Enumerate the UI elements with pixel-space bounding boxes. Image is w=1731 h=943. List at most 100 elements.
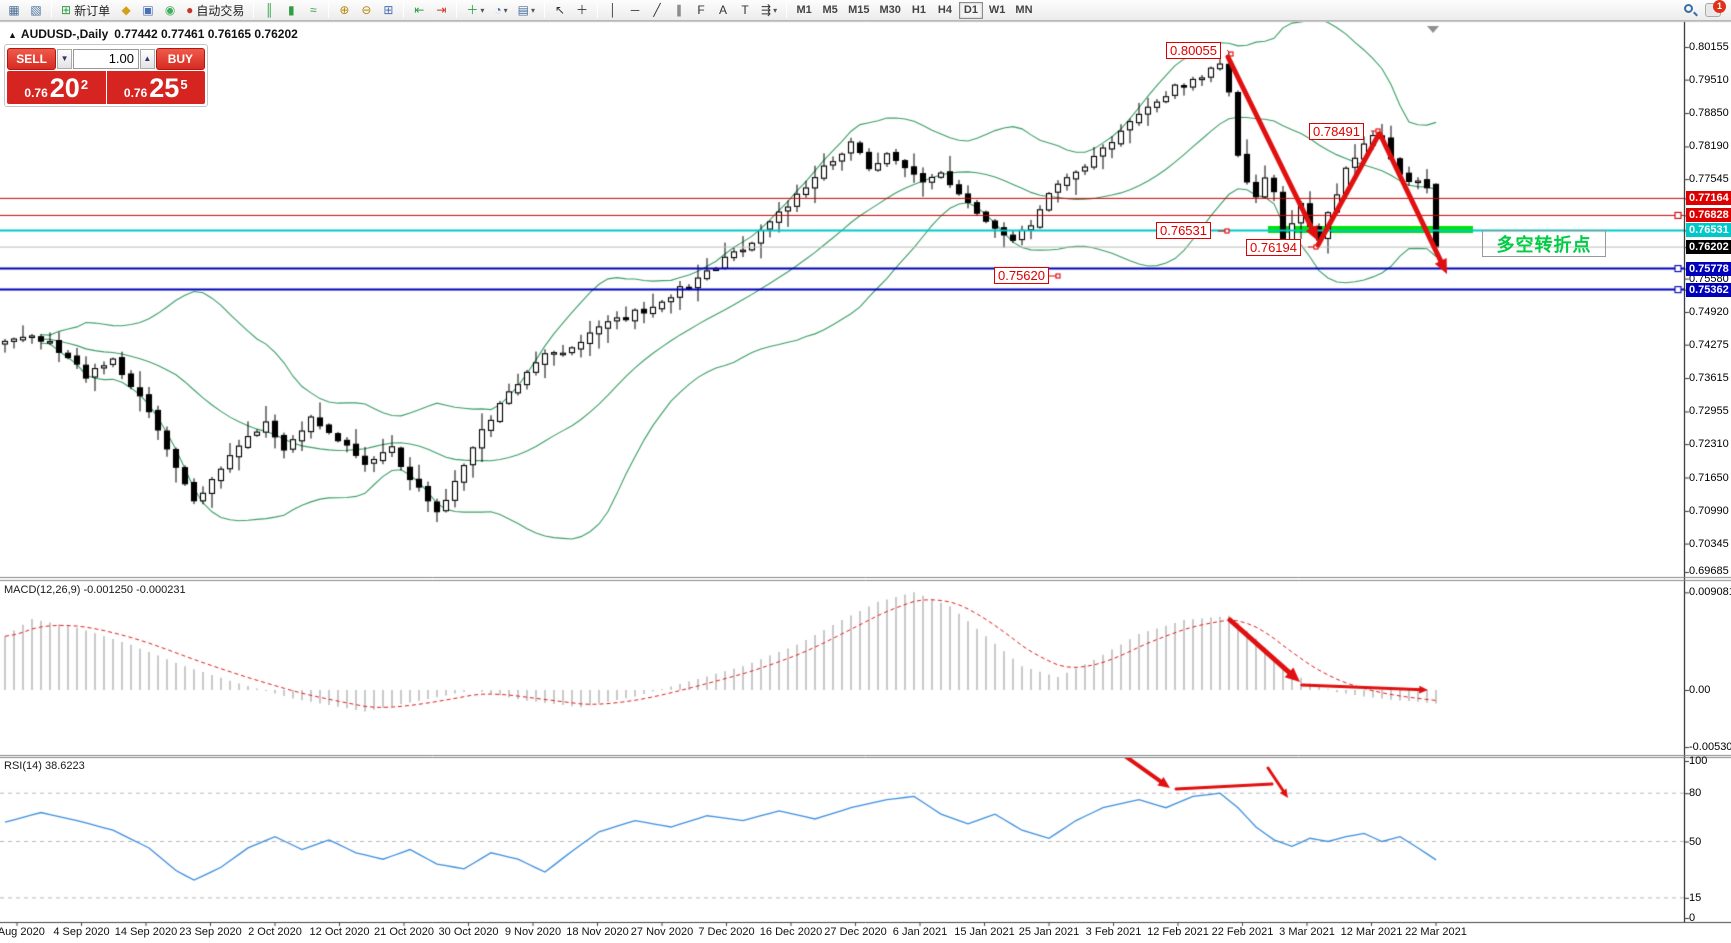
bar-chart-icon[interactable]: ║ <box>259 1 279 19</box>
timeframe-button-h4[interactable]: H4 <box>937 4 952 16</box>
chart-header: ▲ AUDUSD-,Daily 0.77442 0.77461 0.76165 0.… <box>8 27 298 41</box>
profiles-icon[interactable]: ▧ <box>26 1 46 19</box>
timeframe-button-m1[interactable]: M1 <box>796 4 812 16</box>
zoom-out-icon: ⊖ <box>361 3 372 17</box>
cursor-icon[interactable]: ↖ <box>550 1 570 19</box>
shapes-icon[interactable]: ⇶ ▾ <box>757 1 781 19</box>
buy-price-button[interactable]: 0.76 25 5 <box>106 71 205 104</box>
timeframe-button-mn[interactable]: MN <box>1015 4 1033 16</box>
buy-price-base: 0.76 <box>123 86 148 100</box>
volume-increase-button[interactable]: ▲ <box>140 48 155 69</box>
vline-icon: │ <box>609 3 617 17</box>
autotrade-button-label: 自动交易 <box>196 3 245 18</box>
line-chart-icon[interactable]: ≈ <box>303 1 323 19</box>
crosshair-icon[interactable]: ＋ <box>572 1 592 19</box>
toolbar-separator <box>597 2 599 18</box>
toolbar-separator <box>253 2 255 18</box>
sell-price-base: 0.76 <box>24 86 48 100</box>
label-icon: T <box>741 3 749 17</box>
hline-icon[interactable]: ─ <box>625 1 645 19</box>
label-icon[interactable]: T <box>735 1 755 19</box>
terminal-icon[interactable]: ▣ <box>138 1 158 19</box>
tile-windows-icon: ⊞ <box>383 3 394 17</box>
timeframe-button-w1[interactable]: W1 <box>988 4 1006 16</box>
pivot-annotation-text[interactable]: 多空转折点 <box>1482 230 1606 257</box>
sell-button[interactable]: SELL <box>7 47 57 70</box>
line-chart-icon: ≈ <box>310 3 317 17</box>
fibonacci-icon[interactable]: F <box>691 1 711 19</box>
sell-price-button[interactable]: 0.76 20 2 <box>7 71 107 104</box>
buy-button[interactable]: BUY <box>155 47 205 70</box>
hline-icon: ─ <box>630 3 640 17</box>
autotrade-button[interactable]: ● 自动交易 <box>182 1 248 19</box>
symbol-period-label: AUDUSD-,Daily <box>20 27 109 41</box>
trendline-icon: ╱ <box>653 3 661 17</box>
collapse-triangle-icon[interactable]: ▲ <box>8 30 17 40</box>
chevron-down-icon: ▾ <box>773 5 778 15</box>
timeframe-button-m30[interactable]: M30 <box>879 4 901 16</box>
new-order-button: ⊞ <box>61 3 72 17</box>
callout-lower-high[interactable]: 0.78491 <box>1309 123 1364 140</box>
vline-icon[interactable]: │ <box>603 1 623 19</box>
new-order-button-label: 新订单 <box>74 3 111 18</box>
buy-price-pip: 5 <box>180 77 188 92</box>
autotrade-button: ● <box>186 3 194 17</box>
callout-pivot[interactable]: 0.76531 <box>1156 222 1211 239</box>
indicators-icon: ＋ <box>466 3 479 17</box>
main-toolbar: ▦ ▧ ⊞ 新订单 ◆ ▣ ◉ ● 自动交易 ║ ▮ ≈ ⊕ ⊖ ⊞ ⇤ ⇥ ＋ ▾ ◔ ▾ ▤ ▾ ↖ ＋ │ ─ ╱ ∥ F A T ⇶ ▾ M… <box>0 0 1731 21</box>
templates-icon[interactable]: ▤ ▾ <box>514 1 539 19</box>
trendline-icon[interactable]: ╱ <box>647 1 667 19</box>
callout-low[interactable]: 0.76194 <box>1246 239 1301 256</box>
ohlc-values: 0.77442 0.77461 0.76165 0.76202 <box>114 27 298 41</box>
channel-icon[interactable]: ∥ <box>669 1 689 19</box>
signals-icon[interactable]: ◉ <box>160 1 180 19</box>
timeframe-button-m15[interactable]: M15 <box>848 4 870 16</box>
signals-icon: ◉ <box>164 3 176 17</box>
toolbar-separator <box>544 2 545 18</box>
candlestick-icon: ▮ <box>288 3 295 17</box>
timeframe-button-d1[interactable]: D1 <box>958 1 983 19</box>
bar-chart-icon: ║ <box>265 3 274 17</box>
new-chart-icon[interactable]: ▦ <box>4 1 24 19</box>
volume-decrease-button[interactable]: ▼ <box>57 48 72 69</box>
zoom-in-icon: ⊕ <box>339 3 350 17</box>
chart-shift-icon[interactable]: ⇥ <box>431 1 451 19</box>
shapes-icon: ⇶ <box>761 3 772 17</box>
toolbar-separator <box>786 2 788 18</box>
timeframe-button-h1[interactable]: H1 <box>911 4 926 16</box>
periods-icon[interactable]: ◔ ▾ <box>490 1 511 19</box>
timeframe-button-m5[interactable]: M5 <box>822 4 838 16</box>
buy-price-big: 25 <box>149 73 180 103</box>
zoom-in-icon[interactable]: ⊕ <box>334 1 354 19</box>
crosshair-icon: ＋ <box>576 3 589 17</box>
notification-count-badge: 1 <box>1713 0 1726 13</box>
text-icon[interactable]: A <box>713 1 733 19</box>
notification-bubble-icon[interactable]: 1 <box>1705 0 1726 17</box>
chevron-down-icon: ▾ <box>503 5 508 15</box>
callout-support[interactable]: 0.75620 <box>994 267 1049 284</box>
profiles-icon: ▧ <box>30 3 42 17</box>
sell-price-big: 20 <box>49 73 80 103</box>
tile-windows-icon[interactable]: ⊞ <box>378 1 398 19</box>
market-watch-icon[interactable]: ◆ <box>116 1 136 19</box>
terminal-icon: ▣ <box>142 3 154 17</box>
chevron-down-icon: ▾ <box>480 5 485 15</box>
market-watch-icon: ◆ <box>121 3 131 17</box>
fibonacci-icon: F <box>697 3 705 17</box>
volume-input[interactable] <box>73 48 139 69</box>
templates-icon: ▤ <box>517 3 529 17</box>
indicators-icon[interactable]: ＋ ▾ <box>462 1 488 19</box>
auto-scroll-icon: ⇤ <box>414 3 425 17</box>
text-icon: A <box>719 3 728 17</box>
search-icon[interactable] <box>1684 3 1698 17</box>
new-order-button[interactable]: ⊞ 新订单 <box>57 1 114 19</box>
zoom-out-icon[interactable]: ⊖ <box>356 1 376 19</box>
candlestick-icon[interactable]: ▮ <box>281 1 301 19</box>
toolbar-separator <box>328 2 330 18</box>
auto-scroll-icon[interactable]: ⇤ <box>409 1 429 19</box>
sell-price-pip: 2 <box>80 77 89 92</box>
callout-high[interactable]: 0.80055 <box>1166 42 1221 59</box>
toolbar-separator <box>456 2 458 18</box>
